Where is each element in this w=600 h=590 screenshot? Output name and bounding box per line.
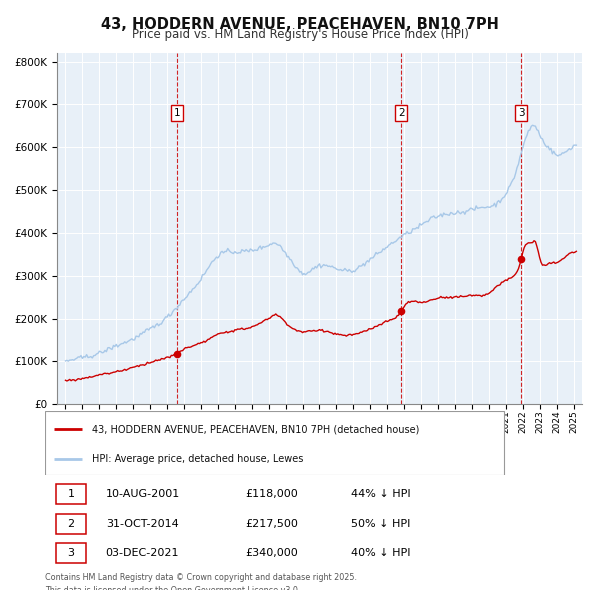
Text: 43, HODDERN AVENUE, PEACEHAVEN, BN10 7PH (detached house): 43, HODDERN AVENUE, PEACEHAVEN, BN10 7PH… xyxy=(92,424,419,434)
Text: 1: 1 xyxy=(174,108,181,118)
Text: 31-OCT-2014: 31-OCT-2014 xyxy=(106,519,178,529)
FancyBboxPatch shape xyxy=(56,543,86,563)
Text: 2: 2 xyxy=(67,519,74,529)
Text: HPI: Average price, detached house, Lewes: HPI: Average price, detached house, Lewe… xyxy=(92,454,303,464)
Text: 10-AUG-2001: 10-AUG-2001 xyxy=(106,489,180,499)
Text: 2: 2 xyxy=(398,108,404,118)
Text: 1: 1 xyxy=(67,489,74,499)
Text: £340,000: £340,000 xyxy=(245,548,298,558)
Text: 50% ↓ HPI: 50% ↓ HPI xyxy=(351,519,410,529)
Text: 44% ↓ HPI: 44% ↓ HPI xyxy=(351,489,411,499)
FancyBboxPatch shape xyxy=(56,513,86,534)
FancyBboxPatch shape xyxy=(56,484,86,504)
Text: Price paid vs. HM Land Registry's House Price Index (HPI): Price paid vs. HM Land Registry's House … xyxy=(131,28,469,41)
Text: £118,000: £118,000 xyxy=(245,489,298,499)
Text: 3: 3 xyxy=(518,108,524,118)
Text: 03-DEC-2021: 03-DEC-2021 xyxy=(106,548,179,558)
Text: 43, HODDERN AVENUE, PEACEHAVEN, BN10 7PH: 43, HODDERN AVENUE, PEACEHAVEN, BN10 7PH xyxy=(101,17,499,31)
Text: 3: 3 xyxy=(67,548,74,558)
Text: £217,500: £217,500 xyxy=(245,519,299,529)
Text: Contains HM Land Registry data © Crown copyright and database right 2025.
This d: Contains HM Land Registry data © Crown c… xyxy=(45,573,357,590)
Text: 40% ↓ HPI: 40% ↓ HPI xyxy=(351,548,411,558)
